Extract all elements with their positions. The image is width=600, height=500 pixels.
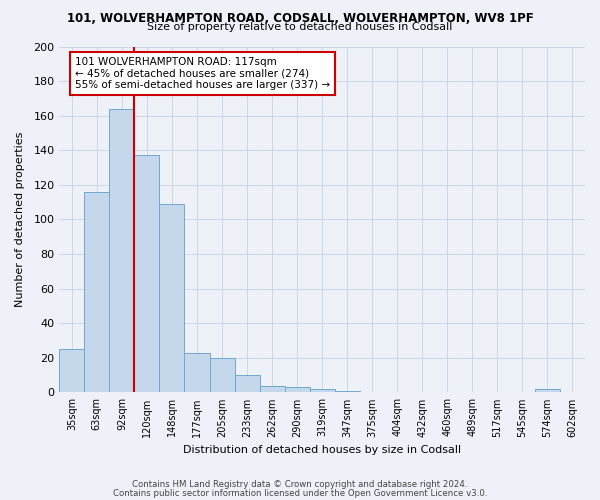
- Bar: [209, 358, 235, 392]
- Bar: [160, 204, 184, 392]
- Text: 101 WOLVERHAMPTON ROAD: 117sqm
← 45% of detached houses are smaller (274)
55% of: 101 WOLVERHAMPTON ROAD: 117sqm ← 45% of …: [75, 57, 330, 90]
- Text: Contains HM Land Registry data © Crown copyright and database right 2024.: Contains HM Land Registry data © Crown c…: [132, 480, 468, 489]
- Bar: [535, 389, 560, 392]
- Y-axis label: Number of detached properties: Number of detached properties: [15, 132, 25, 307]
- Bar: [284, 387, 310, 392]
- Text: 101, WOLVERHAMPTON ROAD, CODSALL, WOLVERHAMPTON, WV8 1PF: 101, WOLVERHAMPTON ROAD, CODSALL, WOLVER…: [67, 12, 533, 26]
- Bar: [310, 389, 335, 392]
- Bar: [85, 192, 109, 392]
- Bar: [235, 375, 260, 392]
- Bar: [335, 390, 360, 392]
- X-axis label: Distribution of detached houses by size in Codsall: Distribution of detached houses by size …: [183, 445, 461, 455]
- Text: Size of property relative to detached houses in Codsall: Size of property relative to detached ho…: [148, 22, 452, 32]
- Bar: [260, 386, 284, 392]
- Bar: [109, 109, 134, 393]
- Text: Contains public sector information licensed under the Open Government Licence v3: Contains public sector information licen…: [113, 488, 487, 498]
- Bar: [59, 349, 85, 393]
- Bar: [134, 156, 160, 392]
- Bar: [184, 352, 209, 393]
